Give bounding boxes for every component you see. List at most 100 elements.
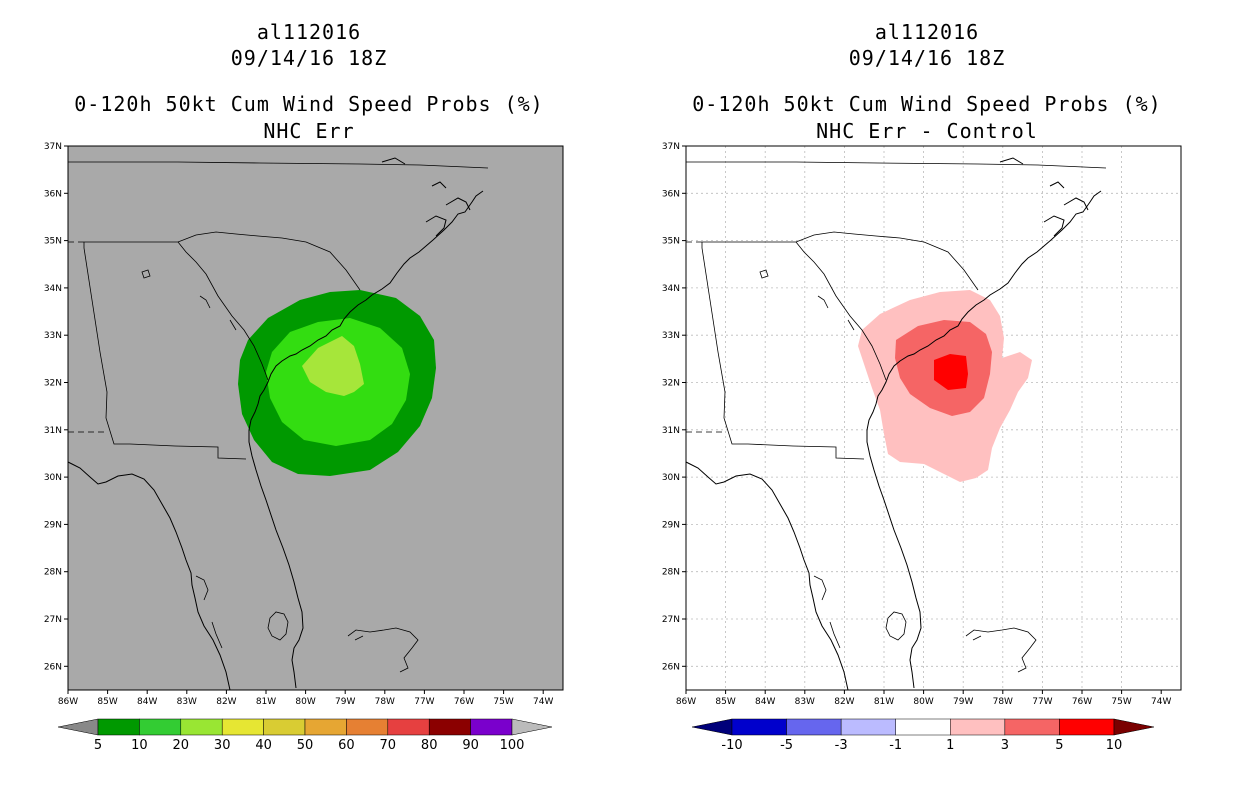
lat-label: 29N bbox=[662, 520, 680, 530]
lon-label: 78W bbox=[375, 697, 395, 707]
lat-label: 35N bbox=[662, 237, 680, 247]
lon-label: 83W bbox=[795, 697, 815, 707]
colorbar-label: 30 bbox=[214, 738, 231, 753]
colorbar-label: 3 bbox=[1001, 738, 1009, 753]
lat-label: 35N bbox=[44, 237, 62, 247]
colorbar-label: 10 bbox=[1106, 738, 1123, 753]
colorbar-arrow-high bbox=[511, 718, 553, 736]
state-border bbox=[686, 161, 1107, 169]
lon-label: 84W bbox=[137, 697, 157, 707]
state-border bbox=[702, 231, 979, 291]
lake-outline bbox=[759, 269, 769, 279]
state-border bbox=[177, 241, 269, 381]
lake-outline bbox=[965, 627, 1037, 673]
lon-label: 81W bbox=[874, 697, 894, 707]
lon-label: 77W bbox=[414, 697, 434, 707]
lon-label: 80W bbox=[295, 697, 315, 707]
lat-label: 36N bbox=[662, 189, 680, 199]
colorbar-swatch bbox=[1059, 718, 1115, 736]
colorbar-swatch bbox=[263, 718, 306, 736]
colorbar-swatch bbox=[387, 718, 430, 736]
lat-label: 30N bbox=[662, 473, 680, 483]
lon-label: 74W bbox=[533, 697, 553, 707]
colorbar-arrow-low bbox=[57, 718, 99, 736]
map-right: 37N 36N 35N 34N 33N 32N 31N 30N 29N 28N 27N 26N 86W 8… bbox=[662, 142, 1182, 753]
lat-label: 31N bbox=[662, 426, 680, 436]
prob-contour-5-10 bbox=[934, 354, 968, 390]
lat-label: 33N bbox=[44, 331, 62, 341]
colorbar-label: 5 bbox=[1055, 738, 1063, 753]
lat-label: 28N bbox=[44, 568, 62, 578]
colorbar-label: 5 bbox=[94, 738, 102, 753]
lat-label: 34N bbox=[44, 284, 62, 294]
colorbar-label: -5 bbox=[780, 738, 793, 753]
colorbar-label: 90 bbox=[462, 738, 479, 753]
lat-label: 26N bbox=[44, 662, 62, 672]
storm-id: al112016 bbox=[874, 20, 980, 44]
colorbar-label: 70 bbox=[380, 738, 397, 753]
lon-label: 79W bbox=[953, 697, 973, 707]
colorbar-label: 10 bbox=[131, 738, 148, 753]
lon-label: 86W bbox=[58, 697, 78, 707]
colorbar-arrow-low bbox=[691, 718, 733, 736]
colorbar-label: 80 bbox=[421, 738, 438, 753]
product-title: 0-120h 50kt Cum Wind Speed Probs (%) bbox=[74, 92, 544, 116]
lon-label: 79W bbox=[335, 697, 355, 707]
lon-label: 75W bbox=[493, 697, 513, 707]
colorbar-swatch bbox=[731, 718, 787, 736]
state-border bbox=[686, 241, 726, 433]
lat-label: 27N bbox=[662, 615, 680, 625]
lon-label: 75W bbox=[1111, 697, 1131, 707]
lake-outline bbox=[813, 575, 841, 649]
colorbar-swatch bbox=[840, 718, 896, 736]
datetime: 09/14/16 18Z bbox=[848, 46, 1006, 70]
datetime: 09/14/16 18Z bbox=[230, 46, 388, 70]
lake-outline bbox=[199, 295, 237, 331]
lat-label: 34N bbox=[662, 284, 680, 294]
lat-label: 37N bbox=[44, 142, 62, 152]
state-border bbox=[83, 242, 247, 460]
lat-label: 30N bbox=[44, 473, 62, 483]
colorbar-swatch bbox=[950, 718, 1006, 736]
lon-label: 82W bbox=[216, 697, 236, 707]
colorbar-label: 1 bbox=[946, 738, 954, 753]
colorbar-swatch bbox=[1004, 718, 1060, 736]
colorbar-swatch bbox=[304, 718, 347, 736]
lon-label: 76W bbox=[454, 697, 474, 707]
colorbar-swatch bbox=[221, 718, 264, 736]
map-frame bbox=[685, 145, 1182, 691]
colorbar-label: -10 bbox=[721, 738, 742, 753]
subtitle: NHC Err bbox=[263, 119, 355, 143]
lon-label: 78W bbox=[993, 697, 1013, 707]
colorbar-swatch bbox=[180, 718, 223, 736]
state-border bbox=[68, 241, 108, 433]
state-border bbox=[68, 161, 489, 169]
colorbar-label: -1 bbox=[889, 738, 902, 753]
lat-label: 26N bbox=[662, 662, 680, 672]
colorbar-swatch bbox=[895, 718, 951, 736]
lon-label: 82W bbox=[834, 697, 854, 707]
lake-outline bbox=[195, 575, 223, 649]
state-border bbox=[84, 231, 361, 291]
state-border bbox=[701, 242, 865, 460]
lon-label: 77W bbox=[1032, 697, 1052, 707]
colorbar-arrow-high bbox=[1113, 718, 1155, 736]
colorbar-label: 20 bbox=[173, 738, 190, 753]
colorbar-swatch bbox=[346, 718, 389, 736]
colorbar-label: -3 bbox=[835, 738, 848, 753]
coastline-islands bbox=[999, 157, 1089, 237]
colorbar-label: 50 bbox=[297, 738, 314, 753]
colorbar-label: 100 bbox=[500, 738, 525, 753]
lon-label: 81W bbox=[256, 697, 276, 707]
lat-label: 31N bbox=[44, 426, 62, 436]
colorbar-swatch bbox=[470, 718, 513, 736]
lon-label: 86W bbox=[676, 697, 696, 707]
lake-outline bbox=[885, 611, 907, 641]
lat-label: 32N bbox=[44, 379, 62, 389]
lake-outline bbox=[347, 627, 419, 673]
lat-label: 33N bbox=[662, 331, 680, 341]
lon-label: 80W bbox=[913, 697, 933, 707]
left-panel: al112016 09/14/16 18Z 0-120h 50kt Cum Wi… bbox=[44, 20, 564, 753]
coastline bbox=[67, 190, 484, 691]
lat-label: 29N bbox=[44, 520, 62, 530]
